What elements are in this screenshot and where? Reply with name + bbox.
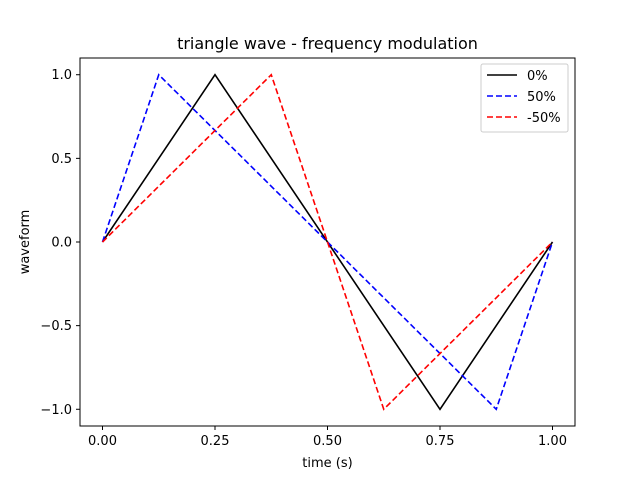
legend-box [480,63,569,133]
y-tick-label: −0.5 [40,319,72,334]
series-line-2 [101,73,554,411]
x-axis-label: time (s) [302,456,352,471]
legend: 0% 50% -50% [480,63,569,133]
y-axis-label: waveform [18,210,33,275]
x-tick-label: 0.25 [201,434,230,449]
x-tick-label: 0.50 [313,434,342,449]
chart-title: triangle wave - frequency modulation [177,34,478,53]
y-tick-label: −1.0 [40,403,72,418]
legend-label-1: 50% [527,90,556,105]
y-axis-ticks: −1.0 −0.5 0.0 0.5 1.0 [40,68,80,418]
legend-label-0: 0% [527,69,548,84]
x-axis-ticks: 0.00 0.25 0.50 0.75 1.00 [88,426,567,449]
x-tick-label: 0.75 [426,434,455,449]
y-tick-label: 0.0 [51,236,72,251]
series-layer [101,73,554,411]
x-tick-label: 1.00 [538,434,567,449]
y-tick-label: 1.0 [51,68,72,83]
legend-entries: 0% 50% -50% [487,69,561,126]
x-tick-label: 0.00 [88,434,117,449]
legend-label-2: -50% [527,111,561,126]
y-tick-label: 0.5 [51,152,72,167]
